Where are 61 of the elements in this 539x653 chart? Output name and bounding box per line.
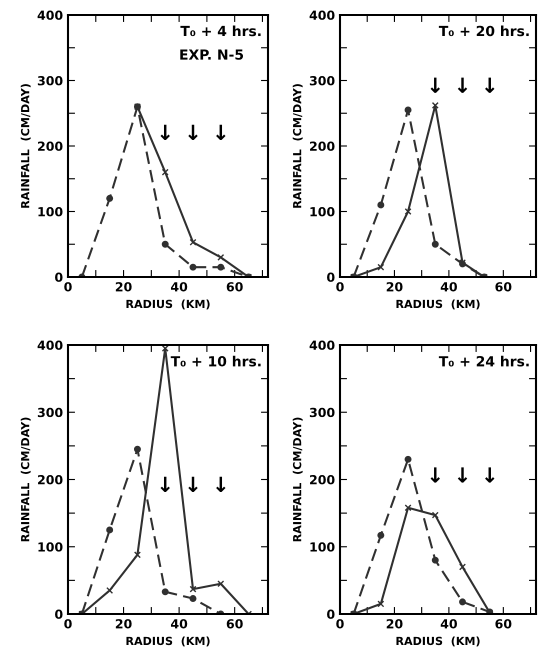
y-tick-label: 300 bbox=[310, 408, 335, 418]
x-tick-label: 60 bbox=[495, 619, 512, 629]
x-tick-label: 60 bbox=[495, 282, 512, 292]
y-tick-label: 400 bbox=[310, 340, 335, 350]
x-tick-label: 60 bbox=[226, 619, 243, 629]
x-axis-title: RADIUS (KM) bbox=[126, 300, 210, 310]
y-tick-label: 400 bbox=[310, 10, 335, 20]
annotation: ↓ bbox=[458, 78, 468, 93]
annotation: ↓ bbox=[160, 476, 170, 492]
y-tick-label: 200 bbox=[38, 141, 63, 151]
annotation: ↓ bbox=[160, 124, 170, 140]
annotation: ↓ bbox=[430, 78, 440, 93]
y-axis-title: RAINFALL (CM/DAY) bbox=[20, 84, 31, 208]
y-tick-label: 100 bbox=[38, 206, 63, 216]
annotation: ↓ bbox=[188, 476, 198, 492]
x-tick-label: 40 bbox=[170, 282, 188, 292]
y-tick-label: 100 bbox=[310, 542, 335, 552]
x-tick-label: 20 bbox=[386, 282, 403, 292]
y-tick-label: 100 bbox=[38, 542, 63, 552]
x-tick-label: 0 bbox=[64, 282, 72, 292]
y-axis-title: RAINFALL (CM/DAY) bbox=[20, 418, 31, 542]
text: T₀ + 24 hrs. bbox=[438, 356, 529, 367]
annotation: ↓ bbox=[485, 467, 494, 483]
x-axis-title: RADIUS (KM) bbox=[396, 300, 480, 310]
y-tick-label: 0 bbox=[327, 609, 335, 619]
text: EXP. N-5 bbox=[180, 49, 244, 60]
y-tick-label: 200 bbox=[310, 474, 335, 484]
x-tick-label: 0 bbox=[64, 619, 72, 629]
y-tick-label: 0 bbox=[327, 272, 335, 282]
text: T₀ + 10 hrs. bbox=[170, 356, 261, 367]
x-axis-title: RADIUS (KM) bbox=[126, 636, 210, 646]
x-tick-label: 20 bbox=[116, 619, 132, 629]
x-tick-label: 40 bbox=[440, 282, 457, 292]
x-tick-label: 0 bbox=[336, 282, 344, 292]
y-tick-label: 400 bbox=[38, 340, 63, 350]
annotation: ↓ bbox=[430, 467, 440, 483]
annotation: ↓ bbox=[188, 124, 198, 140]
x-tick-label: 20 bbox=[116, 282, 132, 292]
text: T₀ + 4 hrs. bbox=[180, 25, 261, 36]
annotation: ↓ bbox=[485, 78, 494, 93]
y-tick-label: 300 bbox=[310, 76, 335, 86]
x-tick-label: 40 bbox=[440, 619, 457, 629]
y-tick-label: 200 bbox=[310, 141, 335, 151]
y-tick-label: 200 bbox=[38, 474, 63, 484]
annotation: ↓ bbox=[216, 476, 226, 492]
y-tick-label: 400 bbox=[38, 10, 63, 20]
x-tick-label: 20 bbox=[386, 619, 403, 629]
y-tick-label: 0 bbox=[55, 609, 63, 619]
annotation: ↓ bbox=[216, 124, 226, 140]
x-axis-title: RADIUS (KM) bbox=[396, 636, 480, 646]
y-axis-title: RAINFALL (CM/DAY) bbox=[292, 84, 303, 208]
x-tick-label: 0 bbox=[336, 619, 344, 629]
text: T₀ + 20 hrs. bbox=[438, 25, 529, 36]
x-tick-label: 60 bbox=[226, 282, 243, 292]
annotation: ↓ bbox=[458, 467, 468, 483]
y-tick-label: 300 bbox=[38, 76, 63, 86]
y-tick-label: 100 bbox=[310, 206, 335, 216]
x-tick-label: 40 bbox=[170, 619, 188, 629]
y-tick-label: 300 bbox=[38, 408, 63, 418]
y-axis-title: RAINFALL (CM/DAY) bbox=[292, 418, 303, 542]
y-tick-label: 0 bbox=[55, 272, 63, 282]
